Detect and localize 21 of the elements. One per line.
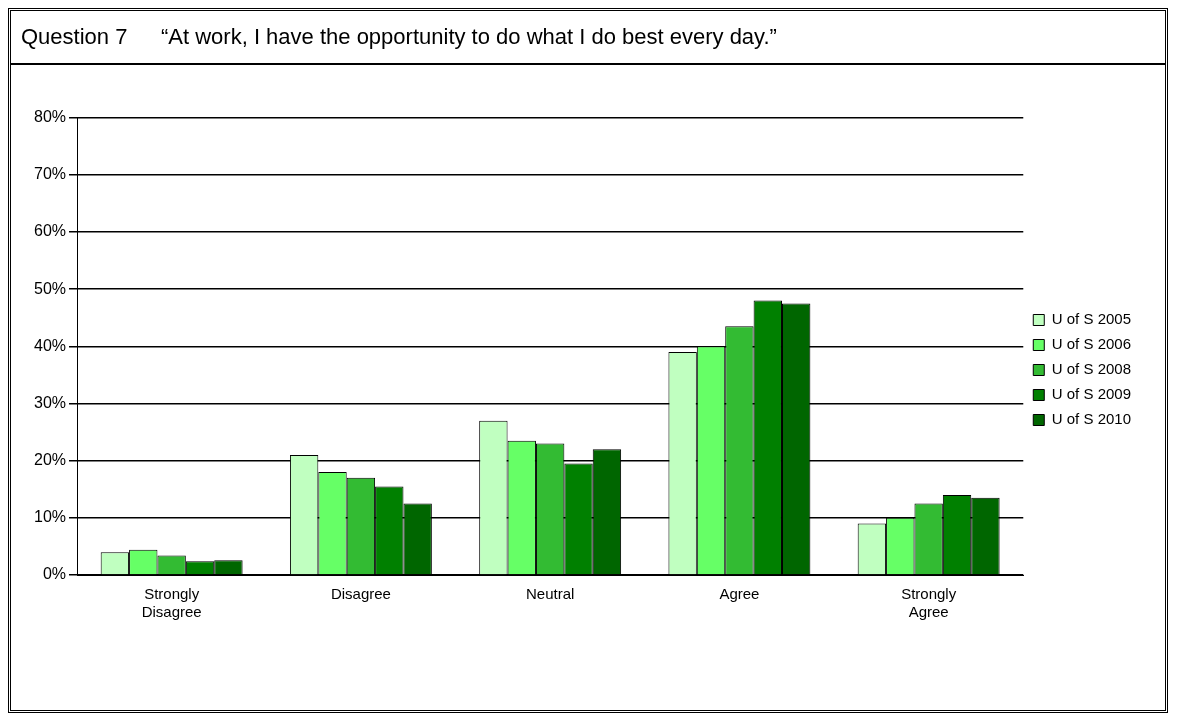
chart-subtitle: “At work, I have the opportunity to do what I do best every day.” — [161, 24, 777, 50]
y-tick-label: 50% — [33, 279, 67, 297]
y-tick-label: 0% — [42, 565, 67, 583]
y-tick-label: 80% — [33, 108, 67, 126]
y-tick-label: 40% — [33, 336, 67, 354]
y-tick-label: 30% — [33, 393, 67, 411]
y-tick-label: 60% — [33, 222, 67, 240]
y-tick-label: 70% — [33, 165, 67, 183]
chart-title: Question 7 — [21, 24, 129, 50]
legend-label: U of S 2006 — [1051, 335, 1131, 353]
legend-label: U of S 2008 — [1051, 360, 1131, 378]
x-tick-label: Neutral — [525, 585, 575, 603]
y-tick-label: 20% — [33, 451, 67, 469]
x-tick-label: Strongly Disagree — [141, 585, 202, 621]
x-tick-label: Strongly Agree — [901, 585, 957, 621]
legend-label: U of S 2009 — [1051, 385, 1131, 403]
x-tick-label: Agree — [719, 585, 760, 603]
x-tick-label: Disagree — [330, 585, 391, 603]
y-tick-label: 10% — [33, 508, 67, 526]
legend-label: U of S 2010 — [1051, 410, 1131, 428]
legend-label: U of S 2005 — [1051, 310, 1131, 328]
